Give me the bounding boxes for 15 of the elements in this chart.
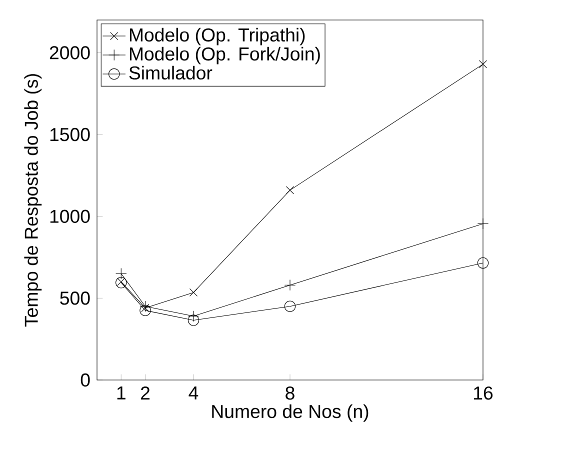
y-tick-label: 1500 [50,128,90,142]
x-tick-label: 2 [141,386,150,400]
y-tick-label: 0 [80,373,90,387]
y-tick-label: 1000 [50,210,90,223]
x-tick-label: 8 [286,386,294,400]
x-tick-label: 16 [474,386,493,400]
legend-label: Modelo (Op. Tripathi) [130,28,305,46]
x-axis-title: Numero de Nos (n) [212,404,368,422]
y-tick-label: 500 [60,292,90,305]
legend-label: Simulador [129,66,212,80]
x-tick-label: 4 [188,386,198,400]
legend-label: Modelo (Op. Fork/Join) [130,46,320,64]
y-tick-label: 2000 [50,46,90,60]
x-tick-label: 1 [117,386,126,400]
y-axis-title: Tempo de Resposta do Job (s) [24,74,42,327]
